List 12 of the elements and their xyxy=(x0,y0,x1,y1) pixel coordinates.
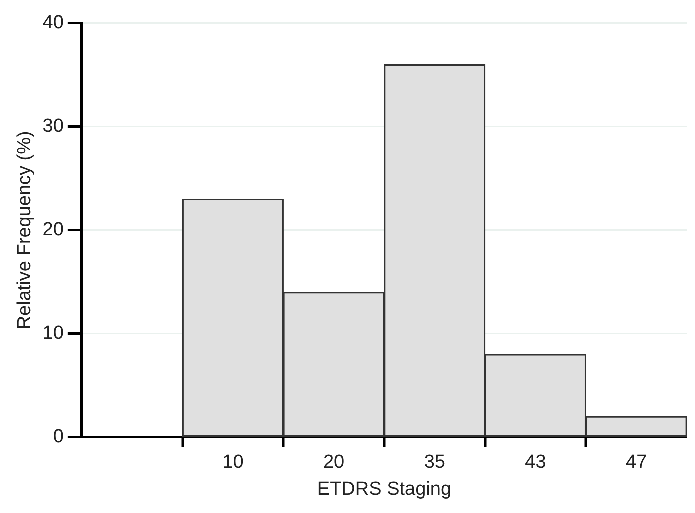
x-axis-title: ETDRS Staging xyxy=(317,478,452,500)
y-tick-label: 0 xyxy=(53,426,64,448)
y-tick-label: 10 xyxy=(42,323,64,344)
x-tick-label: 20 xyxy=(323,452,345,474)
y-tick-label: 30 xyxy=(42,116,64,138)
x-tick-label: 10 xyxy=(222,452,244,474)
y-axis-title: Relative Frequency (%) xyxy=(14,131,36,330)
x-tick-label: 35 xyxy=(424,452,446,474)
x-tick-label: 43 xyxy=(525,452,546,474)
y-tick-label: 20 xyxy=(42,220,64,241)
x-tick-label: 47 xyxy=(626,452,648,474)
y-tick-label: 40 xyxy=(42,12,64,34)
